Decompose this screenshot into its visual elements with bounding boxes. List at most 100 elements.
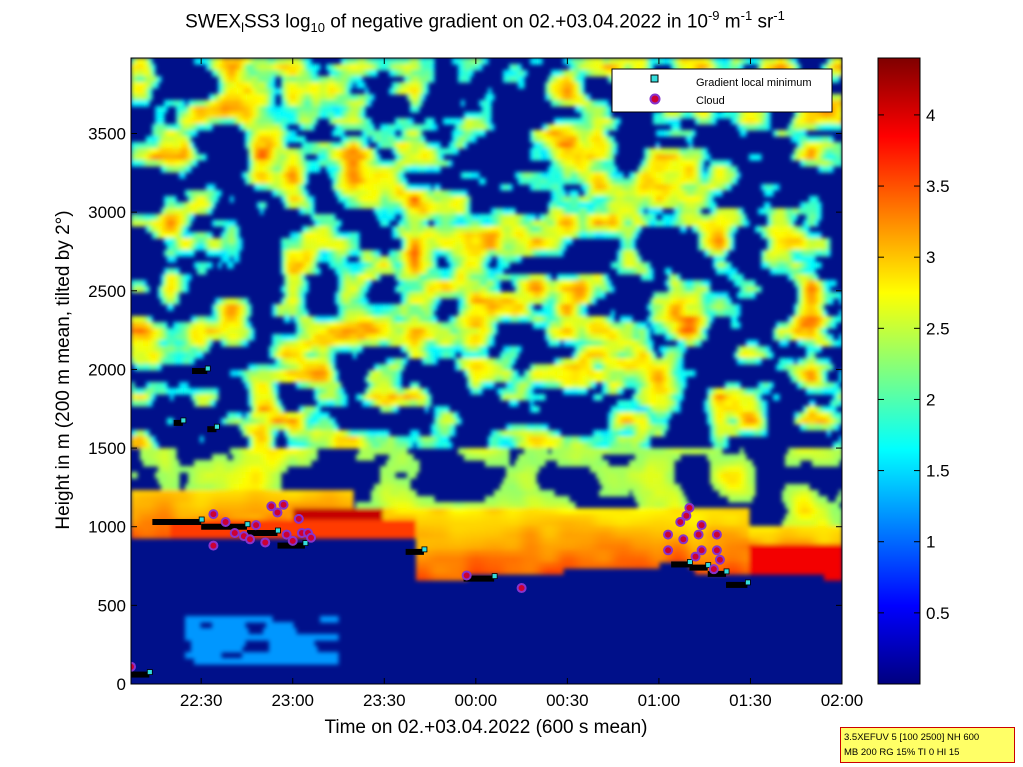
heatmap-cell: [176, 340, 180, 347]
heatmap-cell: [131, 328, 135, 335]
heatmap-cell: [176, 388, 180, 395]
heatmap-cell: [230, 298, 234, 305]
heatmap-cell: [149, 502, 153, 509]
heatmap-cell: [248, 100, 252, 107]
heatmap-cell: [251, 106, 255, 113]
heatmap-cell: [194, 490, 198, 497]
heatmap-cell: [230, 472, 234, 479]
heatmap-cell: [302, 100, 306, 107]
heatmap-cell: [281, 142, 285, 149]
heatmap-cell: [227, 310, 231, 317]
heatmap-cell: [290, 376, 294, 383]
heatmap-cell: [134, 88, 138, 95]
heatmap-cell: [167, 502, 171, 509]
heatmap-cell: [308, 262, 312, 269]
heatmap-cell: [224, 658, 228, 665]
heatmap-cell: [149, 526, 153, 533]
heatmap-cell: [308, 460, 312, 467]
heatmap-cell: [185, 496, 189, 503]
heatmap-cell: [146, 88, 150, 95]
heatmap-cell: [275, 154, 279, 161]
heatmap-cell: [158, 76, 162, 83]
heatmap-cell: [302, 346, 306, 353]
heatmap-cell: [200, 232, 204, 239]
heatmap-cell: [293, 436, 297, 443]
heatmap-cell: [269, 376, 273, 383]
heatmap-cell: [275, 622, 279, 629]
heatmap-cell: [209, 118, 213, 125]
heatmap-cell: [239, 628, 243, 635]
heatmap-cell: [230, 634, 234, 641]
heatmap-cell: [227, 88, 231, 95]
heatmap-cell: [308, 352, 312, 359]
heatmap-cell: [272, 118, 276, 125]
heatmap-cell: [266, 172, 270, 179]
heatmap-cell: [203, 262, 207, 269]
heatmap-cell: [275, 400, 279, 407]
heatmap-cell: [131, 70, 135, 77]
heatmap-cell: [176, 106, 180, 113]
heatmap-cell: [140, 160, 144, 167]
heatmap-cell: [275, 310, 279, 317]
heatmap-cell: [140, 490, 144, 497]
heatmap-cell: [179, 466, 183, 473]
heatmap-cell: [173, 526, 177, 533]
heatmap-cell: [257, 406, 261, 413]
heatmap-cell: [302, 376, 306, 383]
heatmap-cell: [278, 478, 282, 485]
heatmap-cell: [170, 136, 174, 143]
heatmap-cell: [206, 316, 210, 323]
heatmap-cell: [305, 82, 309, 89]
heatmap-cell: [218, 58, 222, 65]
heatmap-cell: [140, 496, 144, 503]
heatmap-cell: [302, 310, 306, 317]
heatmap-cell: [278, 178, 282, 185]
heatmap-cell: [167, 154, 171, 161]
heatmap-cell: [260, 388, 264, 395]
heatmap-cell: [158, 130, 162, 137]
heatmap-cell: [314, 454, 318, 461]
heatmap-cell: [272, 166, 276, 173]
heatmap-cell: [290, 346, 294, 353]
heatmap-cell: [251, 526, 255, 533]
heatmap-cell: [254, 142, 258, 149]
heatmap-cell: [275, 412, 279, 419]
heatmap-cell: [185, 190, 189, 197]
heatmap-cell: [179, 112, 183, 119]
heatmap-cell: [161, 484, 165, 491]
heatmap-cell: [221, 460, 225, 467]
heatmap-cell: [272, 130, 276, 137]
heatmap-cell: [146, 382, 150, 389]
heatmap-cell: [179, 322, 183, 329]
heatmap-cell: [257, 82, 261, 89]
heatmap-cell: [149, 136, 153, 143]
heatmap-cell: [284, 334, 288, 341]
heatmap-cell: [239, 304, 243, 311]
heatmap-cell: [197, 118, 201, 125]
heatmap-cell: [275, 106, 279, 113]
heatmap-cell: [149, 490, 153, 497]
heatmap-cell: [137, 508, 141, 515]
heatmap-cell: [308, 520, 312, 527]
heatmap-cell: [134, 430, 138, 437]
heatmap-cell: [245, 88, 249, 95]
heatmap-cell: [290, 520, 294, 527]
heatmap-cell: [266, 58, 270, 65]
heatmap-cell: [266, 178, 270, 185]
heatmap-cell: [149, 496, 153, 503]
heatmap-cell: [266, 88, 270, 95]
heatmap-cell: [290, 634, 294, 641]
heatmap-cell: [164, 340, 168, 347]
heatmap-cell: [290, 262, 294, 269]
heatmap-cell: [164, 298, 168, 305]
heatmap-cell: [131, 442, 135, 449]
heatmap-cell: [293, 76, 297, 83]
heatmap-cell: [140, 430, 144, 437]
heatmap-cell: [203, 472, 207, 479]
heatmap-cell: [203, 238, 207, 245]
heatmap-cell: [182, 112, 186, 119]
heatmap-cell: [137, 154, 141, 161]
heatmap-cell: [365, 142, 369, 149]
heatmap-cell: [131, 388, 135, 395]
heatmap-cell: [311, 124, 315, 131]
